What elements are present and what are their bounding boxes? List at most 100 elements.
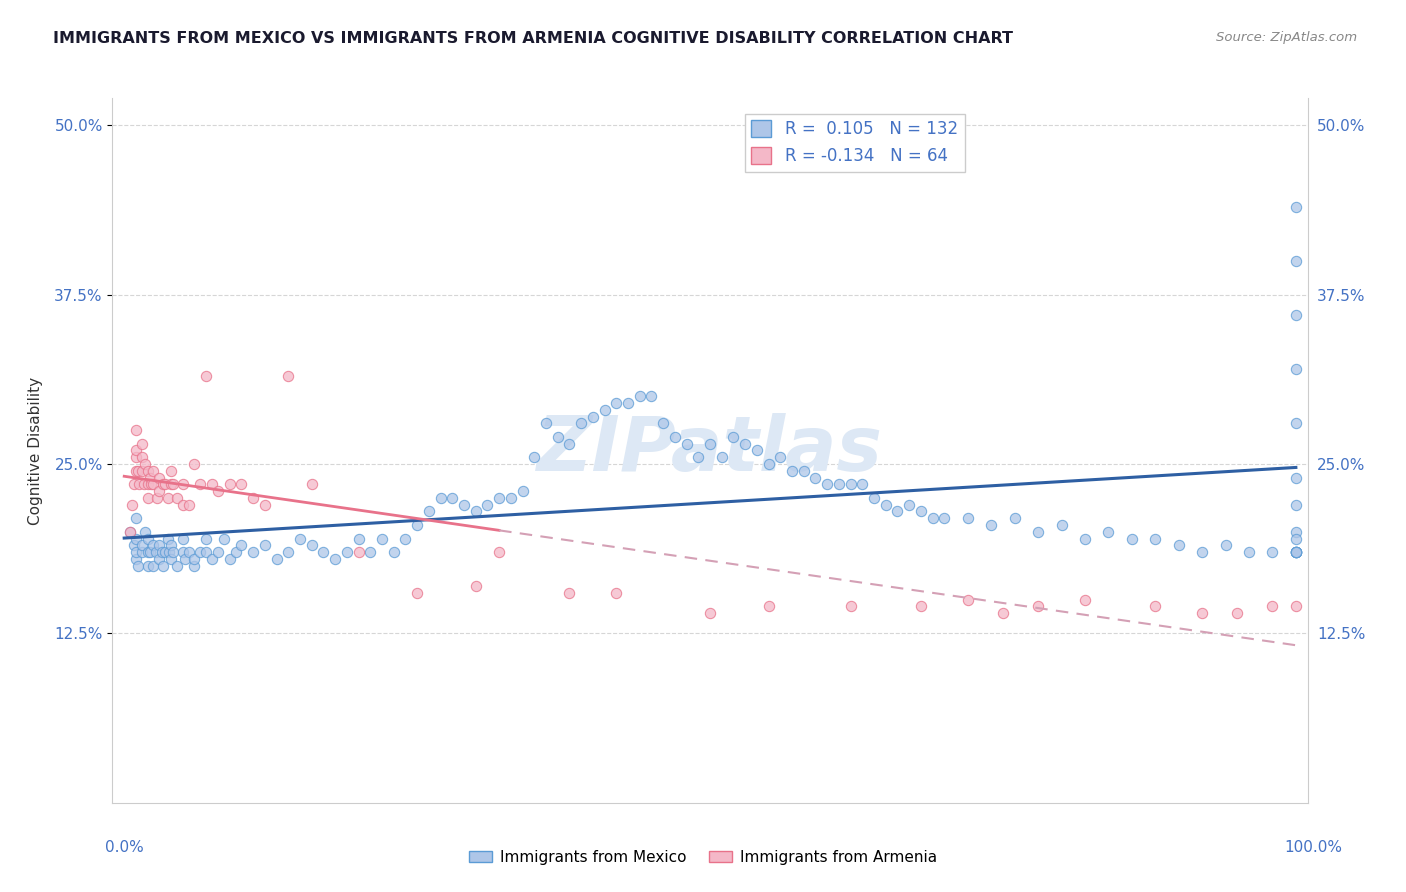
Point — [558, 586, 581, 600]
Point — [172, 498, 194, 512]
Point — [1285, 545, 1308, 559]
Point — [1285, 417, 1308, 431]
Point — [1167, 538, 1189, 552]
Point — [195, 368, 218, 383]
Point — [207, 545, 229, 559]
Point — [453, 498, 475, 512]
Point — [139, 545, 162, 559]
Point — [122, 477, 145, 491]
Point — [142, 477, 165, 491]
Point — [1285, 308, 1308, 322]
Point — [148, 552, 170, 566]
Point — [523, 450, 546, 465]
Point — [828, 477, 851, 491]
Point — [266, 552, 288, 566]
Point — [174, 552, 197, 566]
Point — [910, 504, 932, 518]
Point — [288, 532, 311, 546]
Point — [910, 599, 932, 614]
Point — [131, 464, 153, 478]
Point — [125, 532, 148, 546]
Point — [863, 491, 886, 505]
Point — [547, 430, 569, 444]
Point — [148, 470, 170, 484]
Point — [1261, 599, 1284, 614]
Point — [157, 545, 180, 559]
Point — [155, 477, 177, 491]
Point — [1285, 599, 1308, 614]
Point — [406, 518, 429, 533]
Point — [488, 491, 510, 505]
Point — [177, 545, 200, 559]
Point — [582, 409, 605, 424]
Point — [183, 552, 205, 566]
Point — [875, 498, 897, 512]
Point — [1285, 545, 1308, 559]
Point — [1191, 606, 1213, 620]
Point — [347, 532, 370, 546]
Point — [980, 518, 1002, 533]
Point — [418, 504, 440, 518]
Point — [177, 498, 200, 512]
Point — [131, 450, 153, 465]
Point — [136, 491, 159, 505]
Point — [277, 545, 299, 559]
Point — [301, 477, 323, 491]
Point — [441, 491, 464, 505]
Point — [628, 389, 651, 403]
Point — [131, 436, 153, 450]
Point — [1097, 524, 1119, 539]
Point — [1215, 538, 1237, 552]
Point — [1026, 524, 1049, 539]
Point — [617, 396, 640, 410]
Text: Source: ZipAtlas.com: Source: ZipAtlas.com — [1216, 31, 1357, 45]
Point — [991, 606, 1014, 620]
Point — [142, 464, 165, 478]
Point — [212, 532, 235, 546]
Point — [956, 511, 979, 525]
Point — [359, 545, 381, 559]
Point — [851, 477, 873, 491]
Point — [477, 498, 499, 512]
Point — [593, 402, 616, 417]
Point — [406, 586, 429, 600]
Point — [162, 545, 184, 559]
Point — [488, 545, 510, 559]
Point — [131, 538, 153, 552]
Point — [1285, 545, 1308, 559]
Point — [155, 545, 177, 559]
Point — [1285, 362, 1308, 376]
Point — [382, 545, 405, 559]
Point — [323, 552, 346, 566]
Point — [160, 464, 183, 478]
Point — [132, 477, 156, 491]
Text: IMMIGRANTS FROM MEXICO VS IMMIGRANTS FROM ARMENIA COGNITIVE DISABILITY CORRELATI: IMMIGRANTS FROM MEXICO VS IMMIGRANTS FRO… — [53, 31, 1014, 46]
Point — [815, 477, 838, 491]
Point — [242, 491, 264, 505]
Point — [125, 450, 148, 465]
Point — [134, 524, 156, 539]
Point — [699, 436, 721, 450]
Point — [160, 538, 183, 552]
Point — [1285, 470, 1308, 484]
Point — [769, 450, 792, 465]
Point — [1285, 545, 1308, 559]
Point — [156, 491, 179, 505]
Point — [921, 511, 943, 525]
Point — [145, 545, 167, 559]
Point — [464, 504, 486, 518]
Point — [201, 477, 224, 491]
Point — [745, 443, 768, 458]
Point — [127, 558, 149, 573]
Point — [429, 491, 451, 505]
Point — [162, 477, 184, 491]
Point — [956, 592, 979, 607]
Point — [125, 552, 148, 566]
Point — [188, 545, 212, 559]
Point — [1285, 498, 1308, 512]
Point — [839, 477, 862, 491]
Point — [207, 484, 229, 499]
Point — [218, 552, 240, 566]
Point — [688, 450, 710, 465]
Text: 100.0%: 100.0% — [1285, 840, 1343, 855]
